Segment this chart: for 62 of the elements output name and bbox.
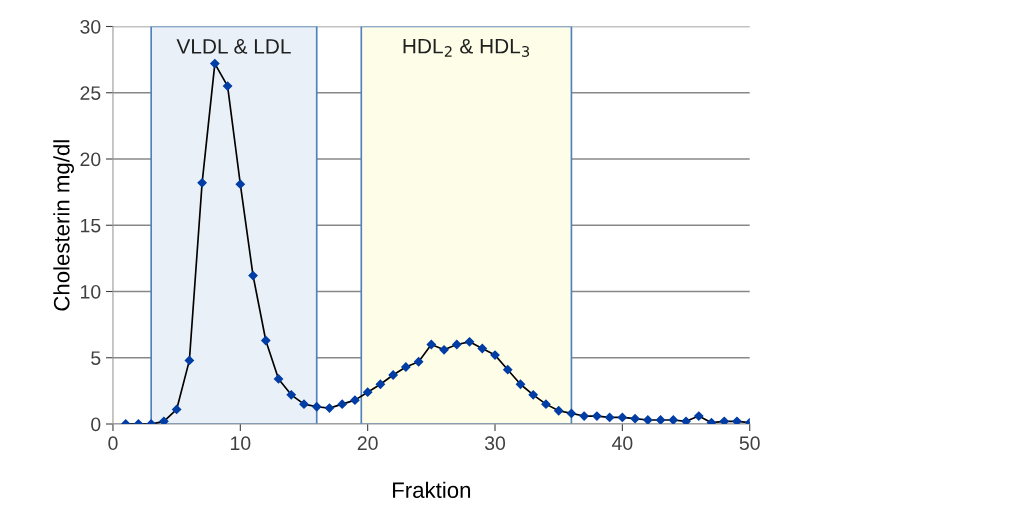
x-axis-title: Fraktion [393,481,471,499]
x-tick-label: 0 [108,436,118,451]
x-tick-label: 40 [612,436,633,451]
point [694,411,704,421]
point [630,414,640,424]
point [439,345,449,355]
point [235,179,245,189]
point [643,415,653,424]
x-tick-label: 50 [739,436,760,451]
point [159,416,169,424]
point [337,399,347,409]
point [605,412,615,422]
y-tick-label: 20 [80,152,101,167]
y-tick-label: 10 [81,284,101,299]
point [452,339,462,350]
point [172,404,182,415]
band-label: VLDL & LDL [176,39,291,54]
point [515,379,526,389]
point [477,343,487,354]
point [681,416,691,424]
point [719,416,729,424]
point [184,355,195,366]
point [375,379,386,389]
point [579,411,589,421]
point [490,350,500,360]
y-tick-label: 25 [80,86,101,100]
point [592,411,602,421]
x-tick-label: 20 [357,436,378,451]
point [617,412,627,422]
y-tick-label: 5 [91,351,101,365]
point [464,337,475,347]
point [388,370,398,380]
point [299,399,309,409]
point [566,408,577,419]
point [655,415,666,424]
point [312,402,322,412]
point [248,270,258,281]
point [261,335,271,346]
point [324,403,335,413]
point [197,178,207,188]
point [350,395,360,405]
point [503,365,513,375]
band-label: HDL$_{2}$ & HDL$_{3}$ [403,38,530,57]
point [401,362,411,372]
point [273,374,284,384]
point [426,339,436,350]
y-tick-label: 0 [91,417,101,432]
point [413,357,424,367]
y-tick-label: 15 [81,218,101,233]
point [286,390,296,400]
point [210,58,220,69]
point [554,406,564,416]
x-tick-label: 30 [484,436,506,451]
y-axis-title: Cholesterin mg/dl [53,140,74,311]
point [528,390,538,400]
point [541,399,551,409]
point [222,81,233,91]
point [668,415,678,424]
point [363,387,373,397]
y-tick-label: 30 [80,19,101,34]
x-tick-label: 10 [230,436,251,451]
point [732,416,742,424]
